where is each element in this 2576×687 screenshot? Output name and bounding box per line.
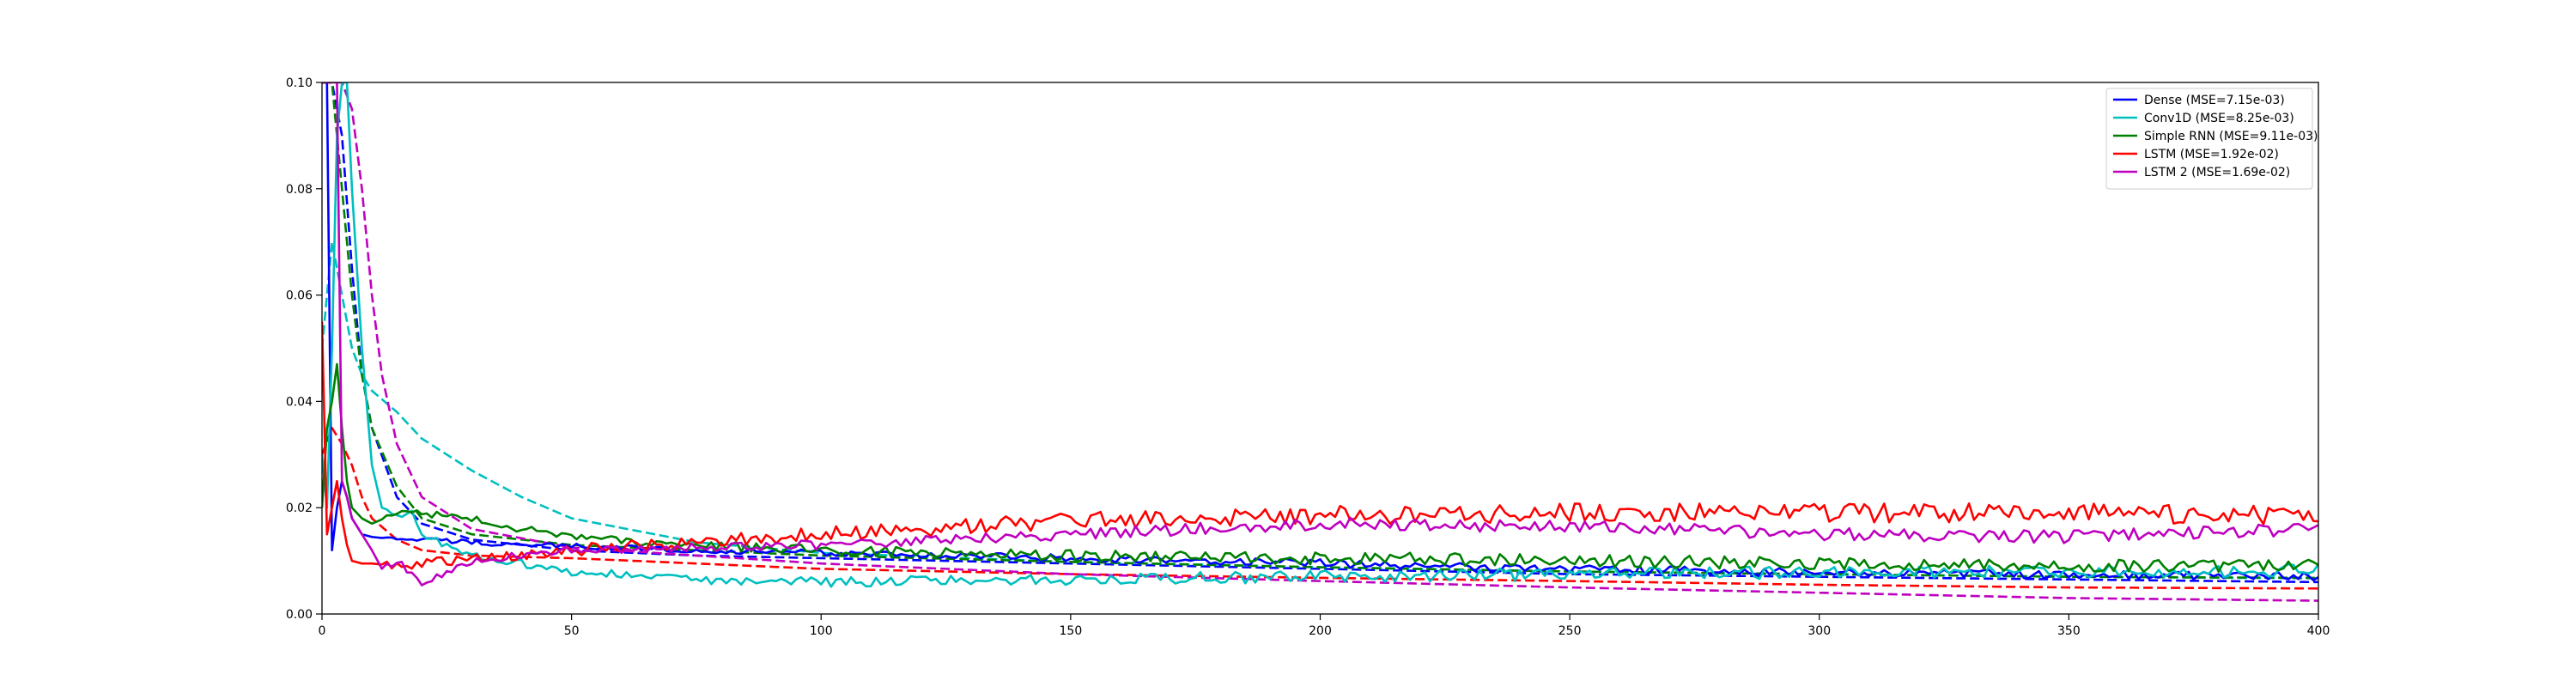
legend-label: Dense (MSE=7.15e-03) — [2144, 94, 2285, 107]
x-tick-label: 300 — [1807, 624, 1831, 638]
x-tick-label: 150 — [1060, 624, 1083, 638]
x-tick-label: 50 — [564, 624, 580, 638]
y-tick-label: 0.04 — [286, 395, 313, 409]
conv1d-validation-line — [322, 82, 2318, 588]
plot-frame — [321, 82, 2319, 615]
x-tick-label: 250 — [1558, 624, 1582, 638]
y-tick-label: 0.06 — [286, 289, 313, 303]
simple-rnn-training-line — [322, 82, 2318, 580]
y-axis-ticks: 0.00 0.02 0.04 0.06 0.08 0.10 — [286, 76, 322, 622]
legend-label: Simple RNN (MSE=9.11e-03) — [2144, 130, 2318, 143]
x-tick-label: 0 — [319, 624, 326, 638]
simple-rnn-validation-line — [322, 362, 2318, 574]
x-tick-label: 350 — [2057, 624, 2081, 638]
dense-validation-line — [322, 82, 2318, 582]
y-tick-label: 0.00 — [286, 608, 313, 622]
conv1d-training-line — [322, 240, 2318, 580]
lstm-2-training-line — [322, 82, 2318, 602]
x-tick-label: 400 — [2307, 624, 2330, 638]
legend-label: LSTM (MSE=1.92e-02) — [2144, 148, 2279, 161]
lstm-training-line — [322, 427, 2318, 590]
x-axis-ticks: 0 50 100 150 200 250 300 350 400 — [319, 614, 2330, 638]
plot-lines — [322, 82, 2318, 602]
x-tick-label: 200 — [1309, 624, 1332, 638]
legend: Dense (MSE=7.15e-03) Conv1D (MSE=8.25e-03… — [2105, 88, 2318, 190]
y-tick-label: 0.02 — [286, 502, 313, 515]
y-tick-label: 0.08 — [286, 183, 313, 197]
lstm-validation-line — [322, 321, 2318, 570]
legend-label: LSTM 2 (MSE=1.69e-02) — [2144, 166, 2290, 179]
lstm-2-validation-line — [322, 82, 2318, 587]
legend-box — [2105, 88, 2313, 190]
x-tick-label: 100 — [810, 624, 833, 638]
y-tick-label: 0.10 — [286, 76, 313, 90]
legend-label: Conv1D (MSE=8.25e-03) — [2144, 112, 2294, 125]
